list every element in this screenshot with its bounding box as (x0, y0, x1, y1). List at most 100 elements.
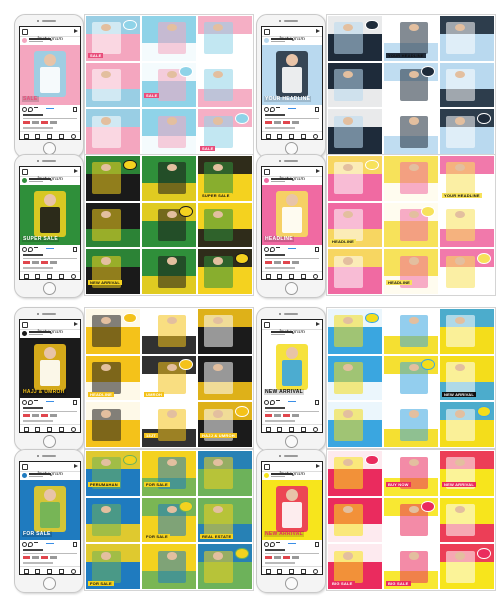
camera-icon[interactable] (264, 464, 270, 470)
bookmark-icon[interactable] (315, 247, 319, 252)
comment-icon[interactable] (28, 542, 33, 547)
comment-icon[interactable] (270, 247, 275, 252)
bookmark-icon[interactable] (73, 400, 77, 405)
search-icon[interactable] (35, 569, 40, 574)
search-icon[interactable] (35, 427, 40, 432)
camera-icon[interactable] (22, 169, 28, 175)
comment-icon[interactable] (28, 247, 33, 252)
heart-icon[interactable] (22, 107, 27, 112)
camera-icon[interactable] (264, 169, 270, 175)
add-icon[interactable] (47, 569, 52, 574)
avatar[interactable] (264, 473, 269, 478)
add-icon[interactable] (47, 134, 52, 139)
add-icon[interactable] (47, 427, 52, 432)
avatar[interactable] (22, 331, 27, 336)
heart-icon[interactable] (264, 107, 269, 112)
home-button[interactable] (43, 282, 56, 295)
home-button[interactable] (43, 577, 56, 590)
bookmark-icon[interactable] (73, 247, 77, 252)
home-icon[interactable] (266, 569, 271, 574)
like-icon[interactable] (59, 134, 64, 139)
share-icon[interactable] (276, 107, 280, 111)
search-icon[interactable] (277, 274, 282, 279)
bookmark-icon[interactable] (73, 542, 77, 547)
camera-icon[interactable] (22, 464, 28, 470)
home-icon[interactable] (266, 274, 271, 279)
search-icon[interactable] (277, 569, 282, 574)
send-icon[interactable] (74, 464, 78, 468)
share-icon[interactable] (276, 400, 280, 404)
home-button[interactable] (285, 577, 298, 590)
home-icon[interactable] (266, 427, 271, 432)
heart-icon[interactable] (22, 247, 27, 252)
bookmark-icon[interactable] (73, 107, 77, 112)
share-icon[interactable] (34, 542, 38, 546)
profile-icon[interactable] (313, 427, 318, 432)
bookmark-icon[interactable] (315, 400, 319, 405)
share-icon[interactable] (276, 247, 280, 251)
profile-icon[interactable] (71, 427, 76, 432)
home-icon[interactable] (24, 274, 29, 279)
bookmark-icon[interactable] (315, 542, 319, 547)
search-icon[interactable] (35, 274, 40, 279)
avatar[interactable] (22, 473, 27, 478)
comment-icon[interactable] (28, 107, 33, 112)
heart-icon[interactable] (264, 400, 269, 405)
home-icon[interactable] (24, 134, 29, 139)
bookmark-icon[interactable] (315, 107, 319, 112)
like-icon[interactable] (301, 569, 306, 574)
like-icon[interactable] (301, 134, 306, 139)
send-icon[interactable] (74, 169, 78, 173)
like-icon[interactable] (301, 427, 306, 432)
like-icon[interactable] (59, 274, 64, 279)
send-icon[interactable] (316, 322, 320, 326)
home-button[interactable] (285, 282, 298, 295)
home-button[interactable] (285, 435, 298, 448)
camera-icon[interactable] (264, 29, 270, 35)
send-icon[interactable] (74, 29, 78, 33)
like-icon[interactable] (59, 427, 64, 432)
camera-icon[interactable] (22, 29, 28, 35)
camera-icon[interactable] (264, 322, 270, 328)
home-icon[interactable] (24, 427, 29, 432)
avatar[interactable] (264, 331, 269, 336)
add-icon[interactable] (289, 569, 294, 574)
home-button[interactable] (43, 435, 56, 448)
send-icon[interactable] (316, 169, 320, 173)
share-icon[interactable] (276, 542, 280, 546)
profile-icon[interactable] (71, 134, 76, 139)
profile-icon[interactable] (71, 569, 76, 574)
avatar[interactable] (264, 38, 269, 43)
heart-icon[interactable] (264, 247, 269, 252)
heart-icon[interactable] (264, 542, 269, 547)
comment-icon[interactable] (270, 400, 275, 405)
like-icon[interactable] (301, 274, 306, 279)
send-icon[interactable] (316, 464, 320, 468)
profile-icon[interactable] (71, 274, 76, 279)
camera-icon[interactable] (22, 322, 28, 328)
search-icon[interactable] (277, 134, 282, 139)
send-icon[interactable] (74, 322, 78, 326)
avatar[interactable] (22, 178, 27, 183)
comment-icon[interactable] (270, 107, 275, 112)
profile-icon[interactable] (313, 274, 318, 279)
avatar[interactable] (22, 38, 27, 43)
search-icon[interactable] (35, 134, 40, 139)
add-icon[interactable] (289, 134, 294, 139)
add-icon[interactable] (47, 274, 52, 279)
home-icon[interactable] (266, 134, 271, 139)
send-icon[interactable] (316, 29, 320, 33)
home-icon[interactable] (24, 569, 29, 574)
heart-icon[interactable] (22, 400, 27, 405)
avatar[interactable] (264, 178, 269, 183)
share-icon[interactable] (34, 107, 38, 111)
heart-icon[interactable] (22, 542, 27, 547)
add-icon[interactable] (289, 427, 294, 432)
share-icon[interactable] (34, 400, 38, 404)
comment-icon[interactable] (270, 542, 275, 547)
profile-icon[interactable] (313, 569, 318, 574)
comment-icon[interactable] (28, 400, 33, 405)
add-icon[interactable] (289, 274, 294, 279)
search-icon[interactable] (277, 427, 282, 432)
share-icon[interactable] (34, 247, 38, 251)
